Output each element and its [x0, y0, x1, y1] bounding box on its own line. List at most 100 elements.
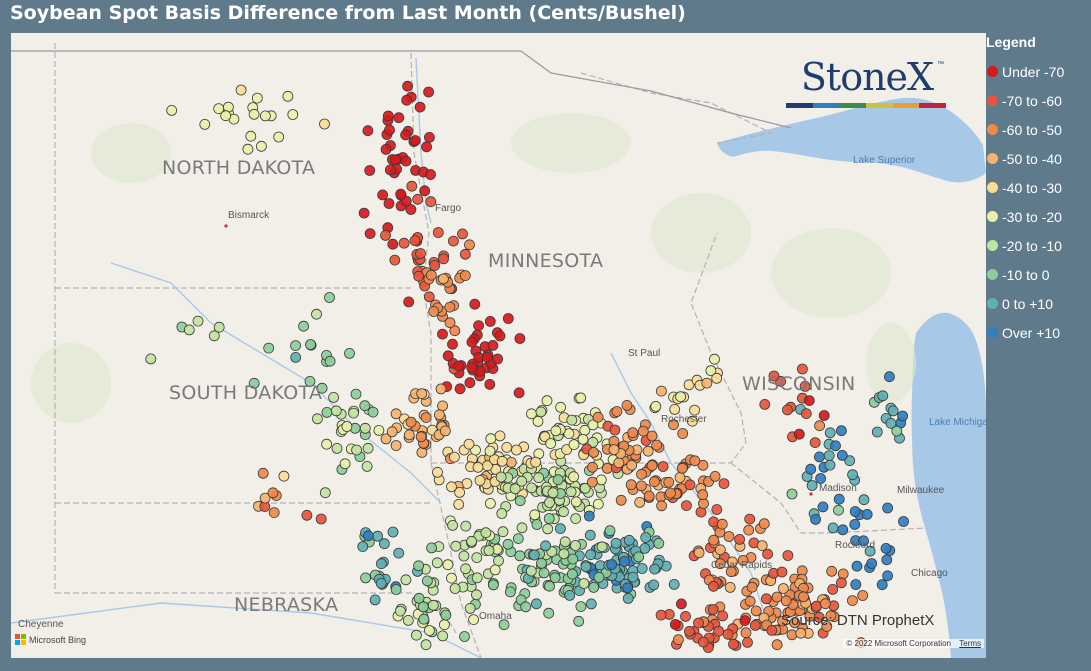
basis-marker[interactable]: [267, 487, 279, 499]
basis-marker[interactable]: [384, 124, 395, 136]
basis-marker[interactable]: [531, 519, 543, 530]
basis-marker[interactable]: [339, 458, 351, 470]
basis-marker[interactable]: [615, 494, 627, 506]
basis-marker[interactable]: [471, 572, 483, 584]
legend-item[interactable]: -30 to -20: [986, 202, 1091, 231]
basis-marker[interactable]: [377, 189, 389, 201]
basis-marker[interactable]: [400, 195, 412, 207]
legend-item[interactable]: -50 to -40: [986, 144, 1091, 173]
basis-marker[interactable]: [425, 196, 437, 208]
basis-marker[interactable]: [268, 507, 280, 519]
basis-marker[interactable]: [362, 530, 374, 542]
basis-marker[interactable]: [235, 84, 247, 96]
basis-marker[interactable]: [530, 456, 541, 468]
basis-marker[interactable]: [495, 471, 507, 483]
basis-marker[interactable]: [633, 551, 645, 563]
basis-marker[interactable]: [529, 509, 541, 521]
basis-marker[interactable]: [728, 638, 739, 650]
basis-marker[interactable]: [871, 426, 883, 438]
basis-marker[interactable]: [282, 90, 294, 102]
basis-marker[interactable]: [806, 480, 818, 491]
basis-marker[interactable]: [425, 269, 437, 281]
basis-marker[interactable]: [406, 180, 418, 192]
basis-marker[interactable]: [468, 614, 480, 625]
map-view[interactable]: NORTH DAKOTA SOUTH DAKOTA NEBRASKA MINNE…: [11, 33, 986, 658]
basis-marker[interactable]: [413, 560, 425, 572]
basis-marker[interactable]: [390, 440, 402, 451]
basis-marker[interactable]: [383, 198, 395, 209]
basis-marker[interactable]: [595, 474, 607, 486]
basis-marker[interactable]: [245, 130, 257, 142]
basis-marker[interactable]: [740, 627, 752, 639]
basis-marker[interactable]: [669, 619, 681, 630]
basis-marker[interactable]: [584, 529, 596, 541]
basis-marker[interactable]: [398, 237, 410, 249]
basis-marker[interactable]: [359, 400, 371, 412]
basis-marker[interactable]: [437, 273, 449, 285]
basis-marker[interactable]: [412, 193, 424, 205]
basis-marker[interactable]: [362, 442, 374, 454]
basis-marker[interactable]: [861, 508, 873, 520]
basis-marker[interactable]: [708, 534, 720, 546]
basis-marker[interactable]: [756, 540, 768, 551]
basis-marker[interactable]: [810, 513, 821, 525]
basis-marker[interactable]: [626, 459, 638, 471]
basis-marker[interactable]: [711, 504, 723, 515]
basis-marker[interactable]: [536, 557, 547, 569]
basis-marker[interactable]: [358, 207, 370, 219]
basis-marker[interactable]: [625, 479, 637, 491]
basis-marker[interactable]: [646, 460, 658, 472]
basis-marker[interactable]: [714, 544, 726, 556]
basis-marker[interactable]: [311, 413, 323, 425]
basis-marker[interactable]: [583, 510, 595, 522]
basis-marker[interactable]: [410, 629, 422, 641]
basis-marker[interactable]: [287, 109, 299, 120]
basis-marker[interactable]: [817, 501, 829, 513]
basis-marker[interactable]: [450, 540, 462, 552]
basis-marker[interactable]: [653, 537, 665, 549]
basis-marker[interactable]: [677, 428, 689, 439]
basis-marker[interactable]: [505, 456, 517, 468]
basis-marker[interactable]: [693, 617, 704, 629]
basis-marker[interactable]: [483, 545, 495, 556]
basis-marker[interactable]: [331, 442, 343, 454]
basis-marker[interactable]: [305, 339, 316, 350]
basis-marker[interactable]: [446, 572, 457, 584]
basis-marker[interactable]: [341, 421, 353, 432]
basis-marker[interactable]: [746, 581, 758, 593]
basis-marker[interactable]: [373, 424, 385, 436]
basis-marker[interactable]: [891, 425, 903, 437]
basis-marker[interactable]: [771, 639, 783, 651]
basis-marker[interactable]: [454, 486, 466, 498]
basis-marker[interactable]: [501, 441, 513, 453]
basis-marker[interactable]: [242, 143, 254, 155]
basis-marker[interactable]: [511, 444, 522, 456]
basis-marker[interactable]: [545, 438, 557, 449]
basis-marker[interactable]: [824, 459, 836, 471]
basis-marker[interactable]: [882, 570, 893, 582]
basis-marker[interactable]: [400, 155, 412, 167]
basis-marker[interactable]: [435, 383, 447, 395]
basis-marker[interactable]: [417, 601, 429, 613]
basis-marker[interactable]: [573, 615, 585, 627]
basis-marker[interactable]: [458, 550, 470, 562]
basis-marker[interactable]: [725, 566, 737, 578]
basis-marker[interactable]: [676, 462, 688, 474]
basis-marker[interactable]: [437, 400, 449, 412]
basis-marker[interactable]: [604, 525, 616, 537]
basis-marker[interactable]: [251, 92, 263, 104]
basis-marker[interactable]: [850, 579, 862, 590]
basis-marker[interactable]: [683, 379, 695, 391]
basis-marker[interactable]: [564, 590, 576, 601]
basis-marker[interactable]: [440, 609, 452, 621]
basis-marker[interactable]: [496, 455, 508, 467]
basis-marker[interactable]: [444, 301, 456, 313]
basis-marker[interactable]: [442, 559, 454, 571]
basis-marker[interactable]: [444, 317, 456, 329]
basis-marker[interactable]: [364, 165, 376, 176]
basis-marker[interactable]: [364, 228, 376, 240]
basis-marker[interactable]: [650, 400, 662, 412]
legend-item[interactable]: -60 to -50: [986, 115, 1091, 144]
basis-marker[interactable]: [380, 433, 392, 445]
basis-marker[interactable]: [592, 411, 604, 423]
